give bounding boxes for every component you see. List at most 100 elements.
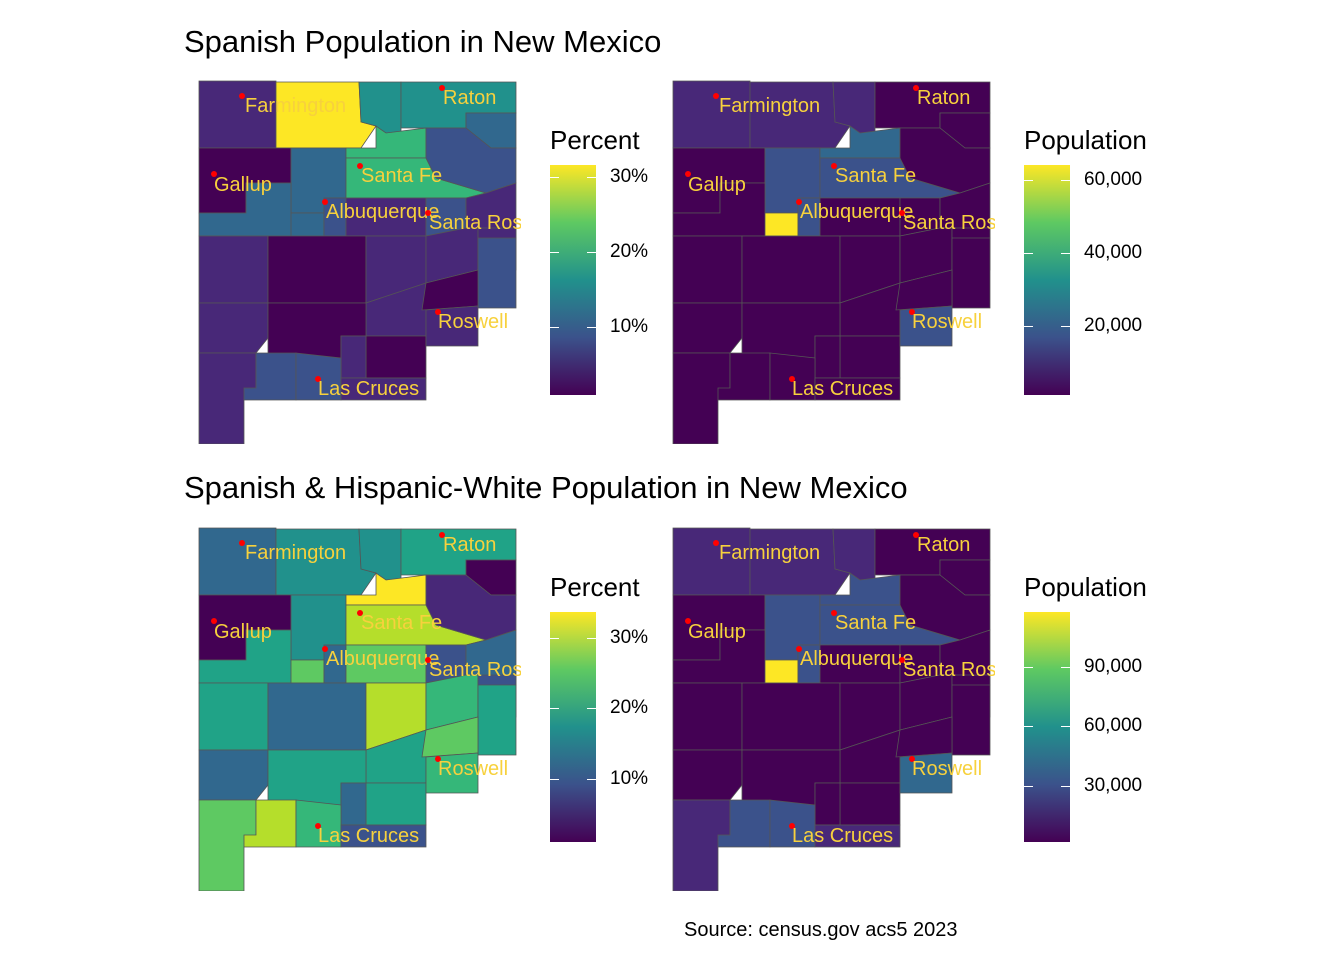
city-marker — [322, 199, 328, 205]
county-polygon — [425, 752, 479, 794]
color-scale-bar — [1024, 165, 1070, 395]
city-label: Roswell — [912, 758, 982, 780]
county-polygon — [839, 335, 901, 379]
city-label: Albuquerque — [800, 648, 913, 670]
city-marker — [831, 163, 837, 169]
city-label: Santa Ros — [903, 659, 995, 681]
county-polygon — [290, 212, 325, 237]
county-polygon — [951, 684, 991, 756]
county-polygon — [839, 782, 901, 826]
city-label: Raton — [443, 534, 496, 556]
city-label: Farmington — [245, 542, 346, 564]
city-label: Santa Fe — [835, 165, 916, 187]
city-marker — [909, 756, 915, 762]
legend-tick-label: 90,000 — [1084, 656, 1143, 677]
county-polygon — [899, 305, 953, 347]
county-polygon — [365, 782, 427, 826]
county-polygon — [198, 749, 269, 801]
city-marker — [831, 610, 837, 616]
city-marker — [796, 646, 802, 652]
city-label: Roswell — [438, 311, 508, 333]
legend-tick-label: 20% — [610, 697, 649, 718]
county-layer — [672, 527, 991, 891]
city-marker — [713, 93, 719, 99]
city-label: Farmington — [719, 95, 820, 117]
city-marker — [439, 532, 445, 538]
city-marker — [713, 540, 719, 546]
city-marker — [913, 85, 919, 91]
legend-tick-label: 60,000 — [1084, 169, 1143, 190]
county-polygon — [764, 212, 799, 237]
city-marker — [899, 210, 905, 216]
city-label: Farmington — [719, 542, 820, 564]
city-label: Roswell — [912, 311, 982, 333]
top-section-title: Spanish Population in New Mexico — [184, 24, 662, 59]
county-polygon — [814, 335, 841, 379]
legend-tick-label: 30% — [610, 166, 649, 187]
city-marker — [425, 210, 431, 216]
city-label: Gallup — [214, 174, 272, 196]
county-polygon — [672, 749, 743, 801]
city-label: Santa Fe — [361, 612, 442, 634]
city-marker — [796, 199, 802, 205]
legend-title: Percent — [550, 125, 640, 155]
city-marker — [913, 532, 919, 538]
county-polygon — [198, 682, 269, 751]
city-marker — [239, 93, 245, 99]
city-marker — [357, 610, 363, 616]
county-polygon — [951, 237, 991, 309]
city-label: Santa Fe — [361, 165, 442, 187]
city-label: Las Cruces — [318, 378, 419, 400]
legend-title: Population — [1024, 572, 1147, 602]
county-polygon — [340, 824, 427, 848]
city-label: Gallup — [688, 621, 746, 643]
city-marker — [239, 540, 245, 546]
county-polygon — [340, 335, 367, 379]
legend-tick-label: 60,000 — [1084, 715, 1143, 736]
city-label: Gallup — [688, 174, 746, 196]
city-marker — [439, 85, 445, 91]
county-polygon — [365, 335, 427, 379]
city-label: Las Cruces — [792, 825, 893, 847]
county-polygon — [477, 237, 517, 309]
legend-title: Population — [1024, 125, 1147, 155]
map-hispanic-white-population: Farmington Raton Gallup Santa Fe Albuquerque… — [672, 527, 995, 891]
county-polygon — [340, 377, 427, 401]
city-marker — [789, 823, 795, 829]
legend-tick-label: 40,000 — [1084, 242, 1143, 263]
county-polygon — [814, 782, 841, 826]
county-polygon — [425, 305, 479, 347]
county-layer — [672, 80, 991, 444]
county-polygon — [290, 659, 325, 684]
county-layer — [198, 80, 517, 444]
city-marker — [789, 376, 795, 382]
county-polygon — [340, 782, 367, 826]
city-marker — [315, 376, 321, 382]
city-label: Raton — [443, 87, 496, 109]
county-polygon — [198, 235, 269, 304]
color-scale-bar — [550, 165, 596, 395]
city-marker — [899, 657, 905, 663]
city-label: Santa Ros — [429, 659, 521, 681]
county-polygon — [672, 302, 743, 354]
city-label: Albuquerque — [800, 201, 913, 223]
county-polygon — [267, 682, 367, 751]
city-label: Raton — [917, 87, 970, 109]
legend-title: Percent — [550, 572, 640, 602]
legend-tick-label: 20,000 — [1084, 315, 1143, 336]
legend-population-bottom: Population 90,000 60,000 30,000 — [1024, 572, 1224, 872]
legend-tick-label: 30,000 — [1084, 775, 1143, 796]
legend-tick-label: 30% — [610, 627, 649, 648]
color-scale-bar — [1024, 612, 1070, 842]
county-polygon — [764, 659, 799, 684]
bottom-section-title: Spanish & Hispanic-White Population in N… — [184, 470, 908, 505]
legend-tick-label: 10% — [610, 768, 649, 789]
city-marker — [211, 171, 217, 177]
county-layer — [198, 527, 517, 891]
legend-percent-bottom: Percent 30% 20% 10% — [550, 572, 750, 872]
county-polygon — [814, 377, 901, 401]
county-polygon — [899, 752, 953, 794]
city-marker — [357, 163, 363, 169]
city-label: Santa Fe — [835, 612, 916, 634]
city-label: Albuquerque — [326, 201, 439, 223]
